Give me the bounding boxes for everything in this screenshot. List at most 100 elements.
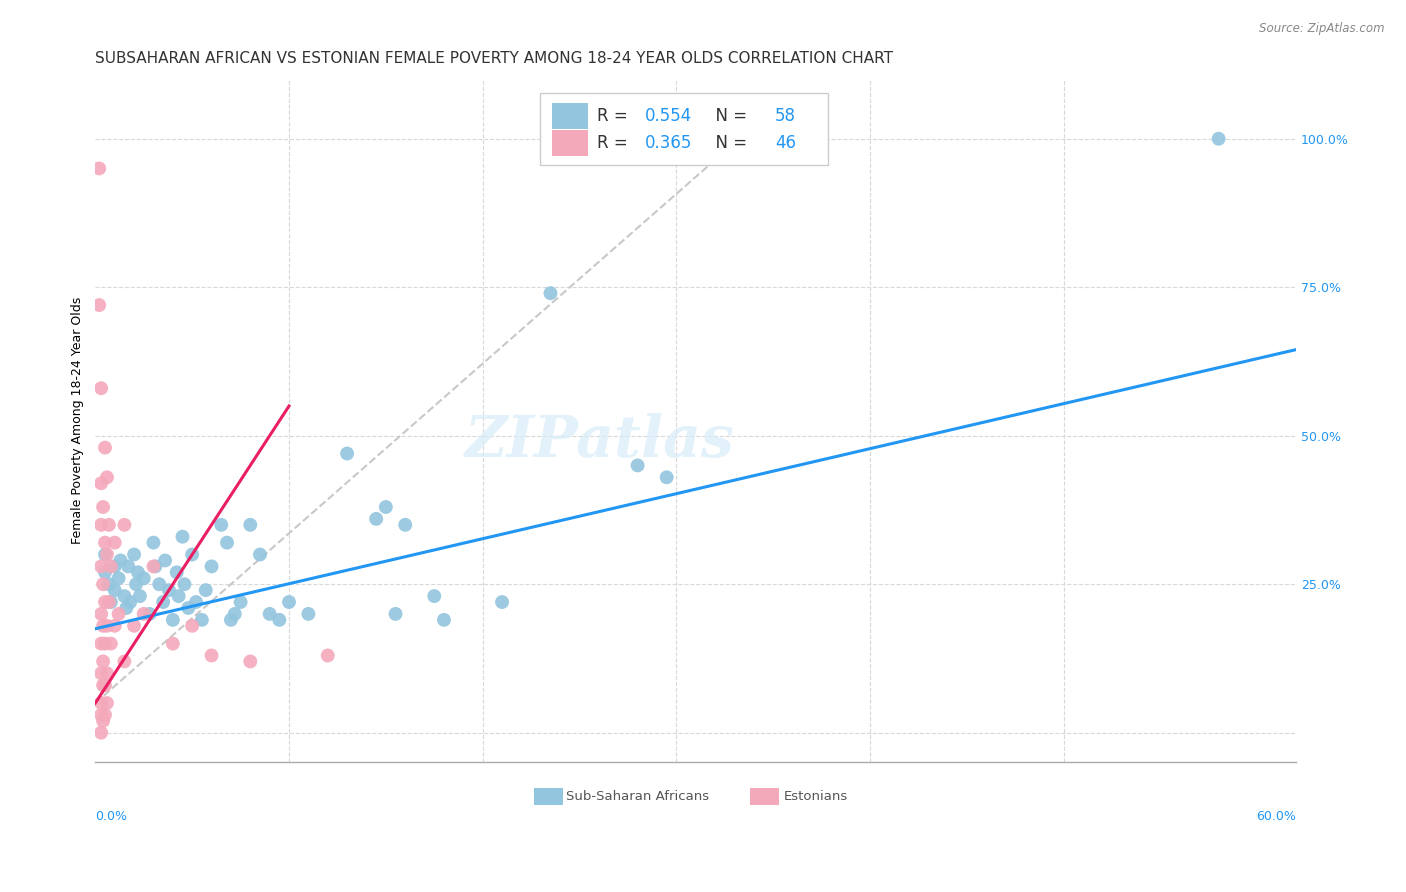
- Point: [96, 470, 118, 484]
- Point: [153, 553, 176, 567]
- Point: [100, 637, 122, 651]
- Text: Sub-Saharan Africans: Sub-Saharan Africans: [567, 789, 709, 803]
- Point: [96, 666, 118, 681]
- Text: 60.0%: 60.0%: [1256, 810, 1296, 823]
- Point: [107, 607, 129, 621]
- Point: [423, 589, 446, 603]
- Point: [110, 553, 132, 567]
- Point: [491, 595, 513, 609]
- Point: [132, 607, 155, 621]
- Point: [366, 512, 388, 526]
- Point: [94, 441, 117, 455]
- Point: [90, 696, 112, 710]
- Point: [297, 607, 319, 621]
- Point: [90, 381, 112, 395]
- Point: [167, 589, 190, 603]
- Point: [384, 607, 406, 621]
- Point: [259, 607, 281, 621]
- Point: [626, 458, 648, 473]
- Text: SUBSAHARAN AFRICAN VS ESTONIAN FEMALE POVERTY AMONG 18-24 YEAR OLDS CORRELATION : SUBSAHARAN AFRICAN VS ESTONIAN FEMALE PO…: [96, 51, 893, 66]
- Text: ZIPatlas: ZIPatlas: [465, 413, 734, 469]
- Point: [96, 696, 118, 710]
- Point: [100, 559, 122, 574]
- Point: [394, 517, 416, 532]
- Point: [249, 548, 271, 562]
- Point: [91, 655, 114, 669]
- Point: [152, 595, 174, 609]
- Point: [122, 548, 145, 562]
- Point: [90, 707, 112, 722]
- Text: Source: ZipAtlas.com: Source: ZipAtlas.com: [1260, 22, 1385, 36]
- Point: [104, 583, 127, 598]
- Point: [117, 559, 139, 574]
- Point: [94, 548, 117, 562]
- Point: [184, 595, 207, 609]
- Point: [215, 535, 238, 549]
- Point: [336, 446, 359, 460]
- Text: 58: 58: [775, 107, 796, 125]
- Point: [112, 517, 135, 532]
- Text: 46: 46: [775, 134, 796, 152]
- Point: [91, 678, 114, 692]
- Point: [540, 286, 562, 301]
- Point: [120, 595, 142, 609]
- Point: [97, 577, 120, 591]
- Point: [278, 595, 301, 609]
- Y-axis label: Female Poverty Among 18-24 Year Olds: Female Poverty Among 18-24 Year Olds: [72, 297, 84, 544]
- Point: [191, 613, 214, 627]
- Point: [90, 517, 112, 532]
- Point: [96, 548, 118, 562]
- FancyBboxPatch shape: [551, 103, 588, 129]
- Point: [96, 619, 118, 633]
- Point: [90, 637, 112, 651]
- Point: [132, 571, 155, 585]
- Point: [142, 535, 165, 549]
- Point: [145, 559, 167, 574]
- Text: R =: R =: [598, 134, 633, 152]
- Point: [177, 601, 200, 615]
- Point: [181, 619, 204, 633]
- Text: 0.365: 0.365: [645, 134, 693, 152]
- Point: [1208, 132, 1230, 146]
- Point: [148, 577, 170, 591]
- Point: [316, 648, 339, 663]
- Point: [112, 589, 135, 603]
- Point: [91, 500, 114, 514]
- Point: [112, 655, 135, 669]
- Point: [90, 476, 112, 491]
- Text: N =: N =: [706, 134, 752, 152]
- FancyBboxPatch shape: [534, 788, 562, 805]
- Point: [91, 714, 114, 728]
- Point: [104, 619, 127, 633]
- Point: [224, 607, 246, 621]
- Point: [94, 707, 117, 722]
- FancyBboxPatch shape: [540, 93, 828, 165]
- Point: [157, 583, 180, 598]
- Text: 0.554: 0.554: [645, 107, 693, 125]
- Point: [107, 571, 129, 585]
- FancyBboxPatch shape: [749, 788, 779, 805]
- Point: [433, 613, 456, 627]
- Point: [173, 577, 195, 591]
- Point: [172, 530, 194, 544]
- FancyBboxPatch shape: [551, 130, 588, 156]
- Point: [200, 559, 222, 574]
- Point: [115, 601, 138, 615]
- Point: [162, 613, 184, 627]
- Point: [239, 655, 262, 669]
- Point: [90, 725, 112, 739]
- Text: Estonians: Estonians: [783, 789, 848, 803]
- Point: [166, 566, 188, 580]
- Point: [89, 298, 111, 312]
- Point: [90, 559, 112, 574]
- Point: [104, 559, 127, 574]
- Point: [219, 613, 242, 627]
- Point: [94, 678, 117, 692]
- Point: [97, 517, 120, 532]
- Point: [128, 589, 150, 603]
- Point: [94, 637, 117, 651]
- Point: [209, 517, 232, 532]
- Point: [94, 566, 117, 580]
- Text: R =: R =: [598, 107, 633, 125]
- Point: [142, 559, 165, 574]
